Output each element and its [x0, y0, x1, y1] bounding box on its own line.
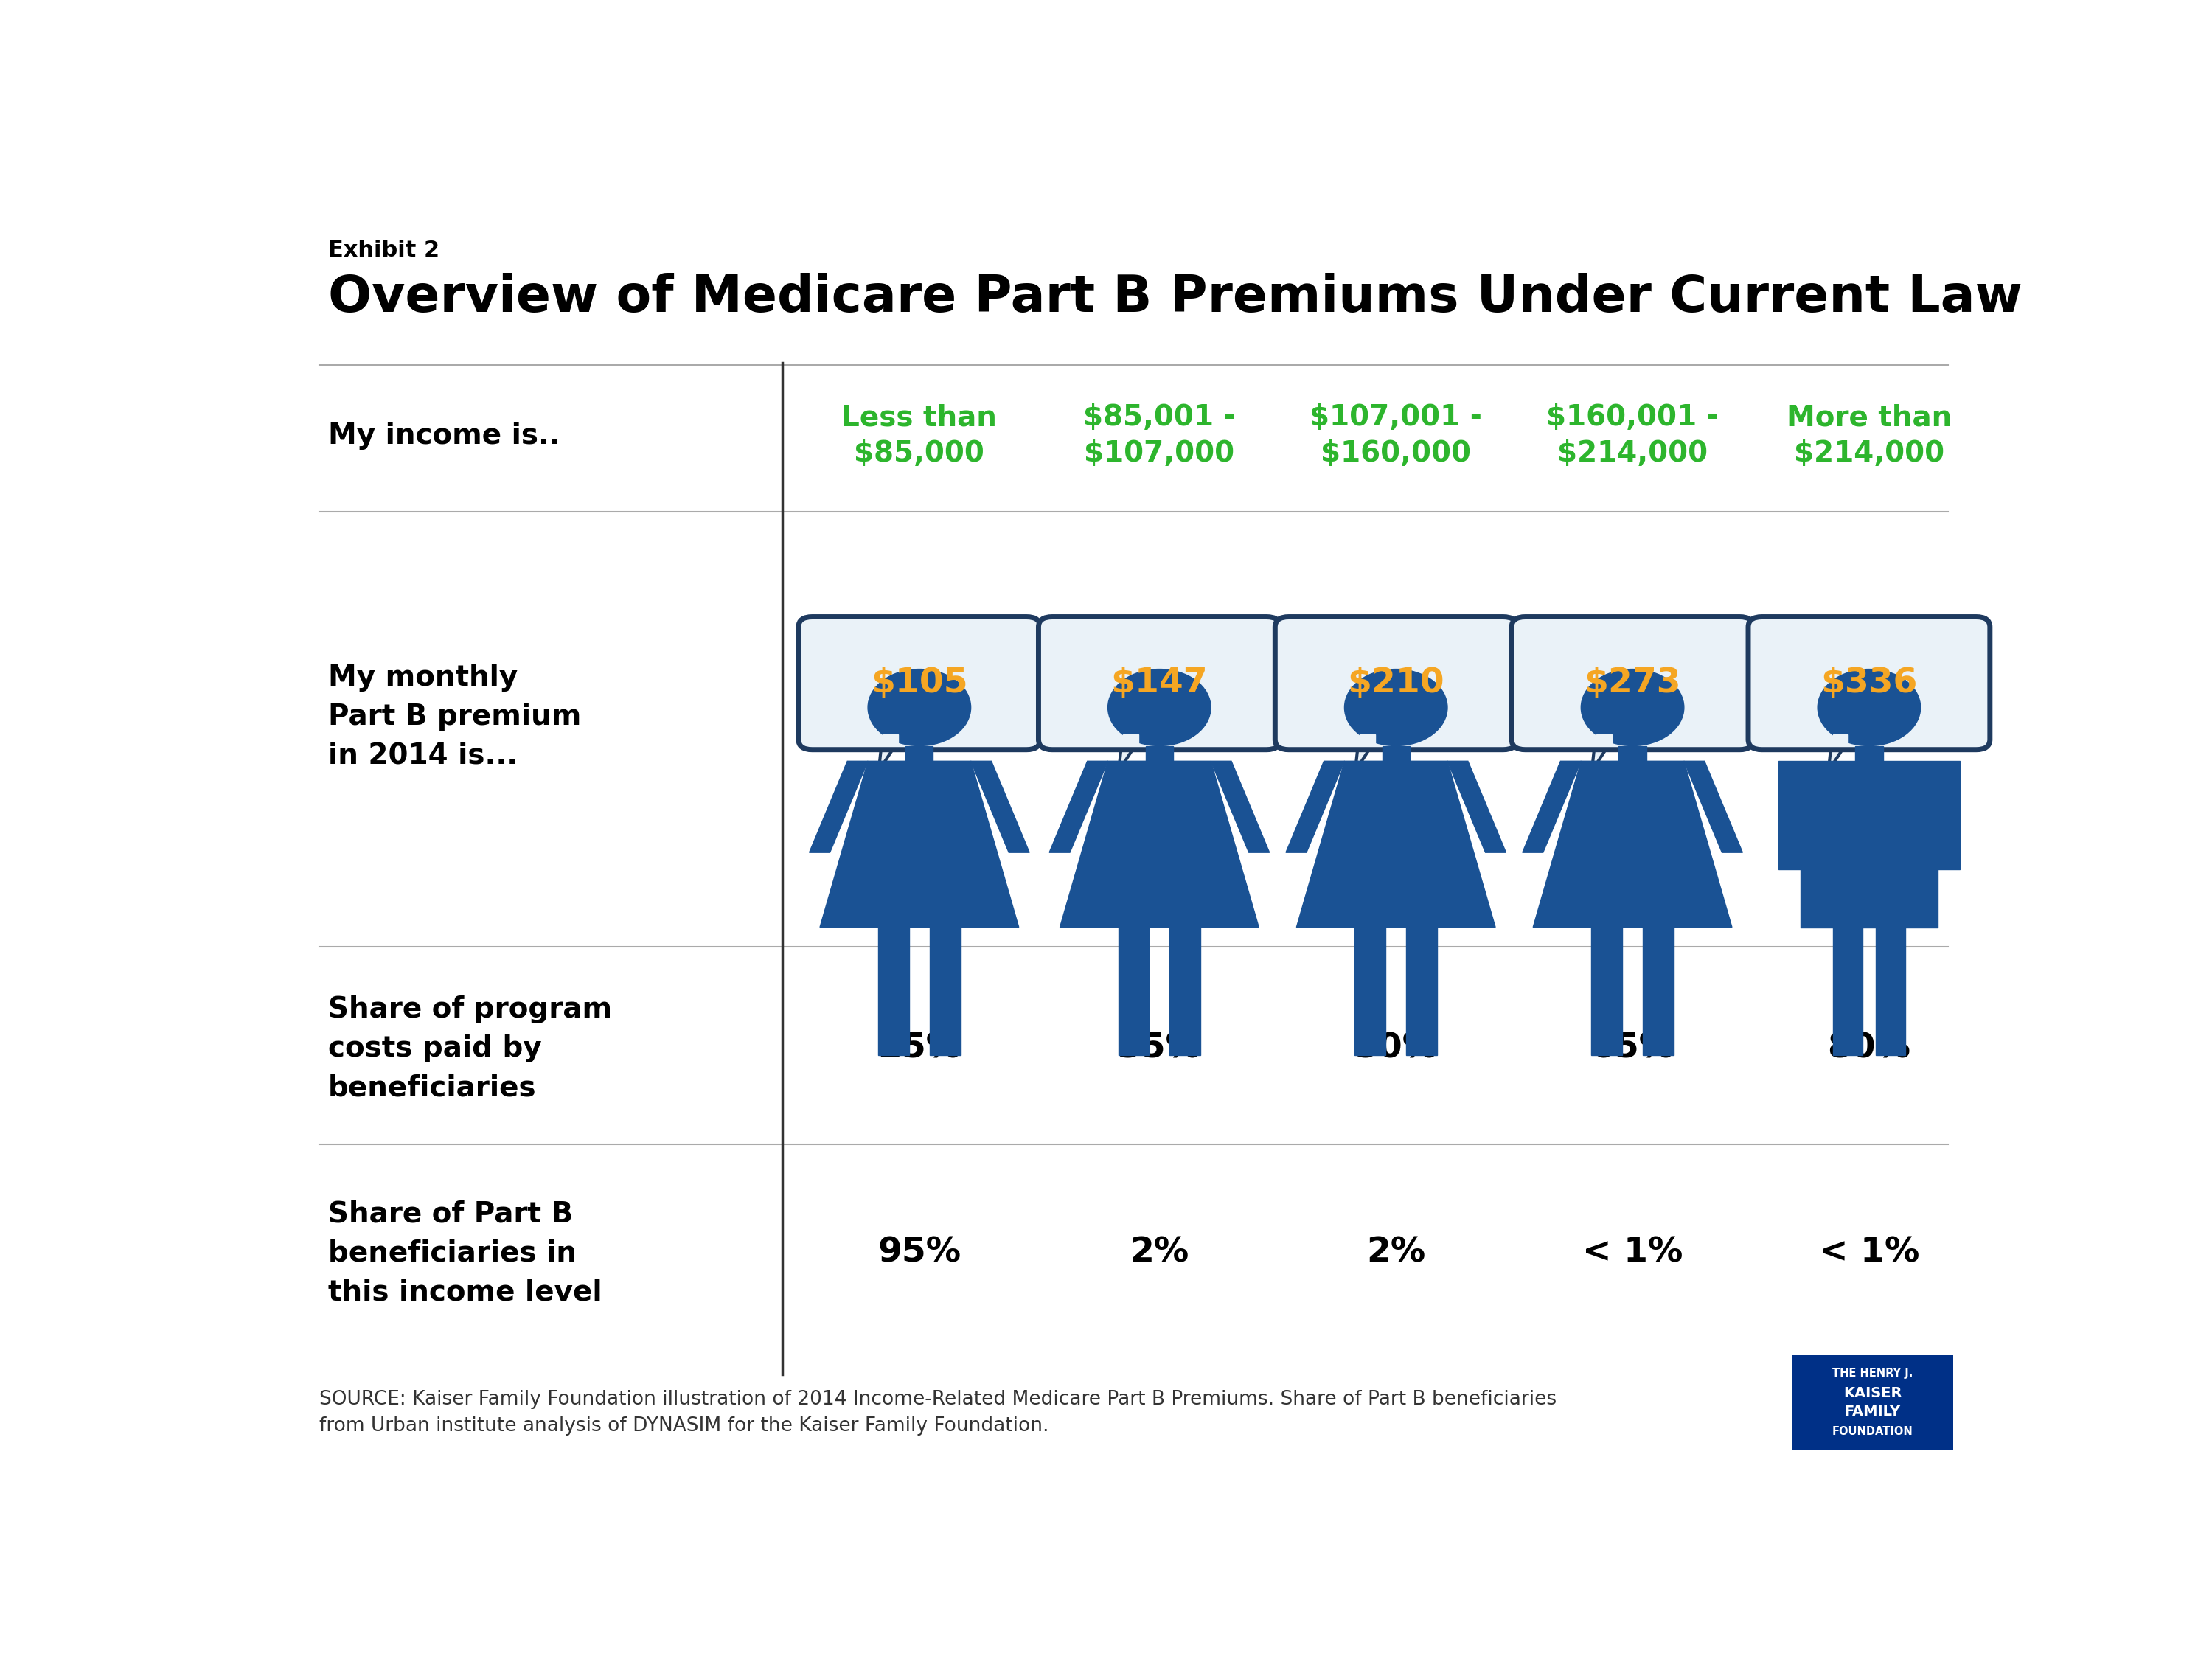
Polygon shape — [1619, 747, 1646, 761]
Text: 95%: 95% — [878, 1236, 960, 1269]
Polygon shape — [1876, 927, 1905, 1055]
Polygon shape — [1801, 761, 1938, 927]
Polygon shape — [1210, 761, 1270, 853]
Polygon shape — [1296, 761, 1495, 927]
Circle shape — [1108, 669, 1210, 747]
Text: Share of Part B
beneficiaries in
this income level: Share of Part B beneficiaries in this in… — [327, 1199, 602, 1306]
Text: THE HENRY J.: THE HENRY J. — [1832, 1367, 1913, 1379]
Polygon shape — [1170, 927, 1201, 1055]
Polygon shape — [1146, 747, 1172, 761]
Circle shape — [867, 669, 971, 747]
FancyBboxPatch shape — [799, 617, 1040, 750]
Polygon shape — [883, 735, 898, 745]
FancyBboxPatch shape — [1274, 617, 1517, 750]
Polygon shape — [1834, 927, 1863, 1055]
FancyBboxPatch shape — [1037, 617, 1281, 750]
Text: $160,001 -
$214,000: $160,001 - $214,000 — [1546, 403, 1719, 468]
Circle shape — [1818, 669, 1920, 747]
Text: 65%: 65% — [1590, 1032, 1674, 1065]
Polygon shape — [1447, 761, 1506, 853]
Polygon shape — [1644, 927, 1674, 1055]
Circle shape — [1582, 669, 1683, 747]
Polygon shape — [1407, 927, 1438, 1055]
Polygon shape — [1590, 927, 1621, 1055]
FancyBboxPatch shape — [1511, 617, 1754, 750]
Text: KAISER: KAISER — [1843, 1387, 1902, 1400]
Polygon shape — [1119, 740, 1139, 771]
Polygon shape — [929, 927, 960, 1055]
Polygon shape — [821, 761, 1020, 927]
Polygon shape — [1597, 735, 1613, 745]
Text: Share of program
costs paid by
beneficiaries: Share of program costs paid by beneficia… — [327, 995, 613, 1102]
Polygon shape — [1354, 927, 1385, 1055]
Polygon shape — [905, 747, 933, 761]
Polygon shape — [1522, 761, 1582, 853]
Text: 2%: 2% — [1130, 1236, 1190, 1269]
Polygon shape — [1356, 740, 1376, 771]
Text: < 1%: < 1% — [1582, 1236, 1683, 1269]
Polygon shape — [1124, 735, 1139, 745]
Polygon shape — [1683, 761, 1743, 853]
Text: 25%: 25% — [878, 1032, 960, 1065]
Text: 80%: 80% — [1827, 1032, 1911, 1065]
Polygon shape — [1856, 747, 1882, 761]
Polygon shape — [1778, 761, 1801, 869]
Polygon shape — [810, 761, 867, 853]
Text: FAMILY: FAMILY — [1845, 1405, 1900, 1418]
Text: SOURCE: Kaiser Family Foundation illustration of 2014 Income-Related Medicare Pa: SOURCE: Kaiser Family Foundation illustr… — [319, 1390, 1557, 1435]
Polygon shape — [1533, 761, 1732, 927]
FancyBboxPatch shape — [1747, 617, 1991, 750]
Text: More than
$214,000: More than $214,000 — [1787, 403, 1951, 468]
Polygon shape — [1834, 735, 1847, 745]
Text: 35%: 35% — [1117, 1032, 1201, 1065]
Polygon shape — [1360, 735, 1376, 745]
Polygon shape — [1285, 761, 1345, 853]
Polygon shape — [878, 740, 900, 771]
Text: My monthly
Part B premium
in 2014 is...: My monthly Part B premium in 2014 is... — [327, 664, 582, 770]
Polygon shape — [971, 761, 1029, 853]
Polygon shape — [1829, 740, 1849, 771]
Polygon shape — [1060, 761, 1259, 927]
Text: $210: $210 — [1347, 667, 1444, 700]
Text: 2%: 2% — [1367, 1236, 1425, 1269]
Text: $107,001 -
$160,000: $107,001 - $160,000 — [1310, 403, 1482, 468]
Text: < 1%: < 1% — [1818, 1236, 1920, 1269]
Polygon shape — [1593, 740, 1613, 771]
Text: $105: $105 — [872, 667, 969, 700]
Polygon shape — [1048, 761, 1108, 853]
Text: Less than
$85,000: Less than $85,000 — [841, 403, 998, 468]
Text: Exhibit 2: Exhibit 2 — [327, 241, 440, 262]
FancyBboxPatch shape — [1792, 1355, 1953, 1450]
Text: $147: $147 — [1110, 667, 1208, 700]
Text: $336: $336 — [1820, 667, 1918, 700]
Text: FOUNDATION: FOUNDATION — [1832, 1427, 1913, 1437]
Text: Overview of Medicare Part B Premiums Under Current Law: Overview of Medicare Part B Premiums Und… — [327, 274, 2022, 322]
Polygon shape — [878, 927, 909, 1055]
Circle shape — [1345, 669, 1447, 747]
Polygon shape — [1382, 747, 1409, 761]
Text: $85,001 -
$107,000: $85,001 - $107,000 — [1084, 403, 1237, 468]
Polygon shape — [1938, 761, 1960, 869]
Text: My income is..: My income is.. — [327, 421, 560, 450]
Polygon shape — [1119, 927, 1148, 1055]
Text: 50%: 50% — [1354, 1032, 1438, 1065]
Text: $273: $273 — [1584, 667, 1681, 700]
